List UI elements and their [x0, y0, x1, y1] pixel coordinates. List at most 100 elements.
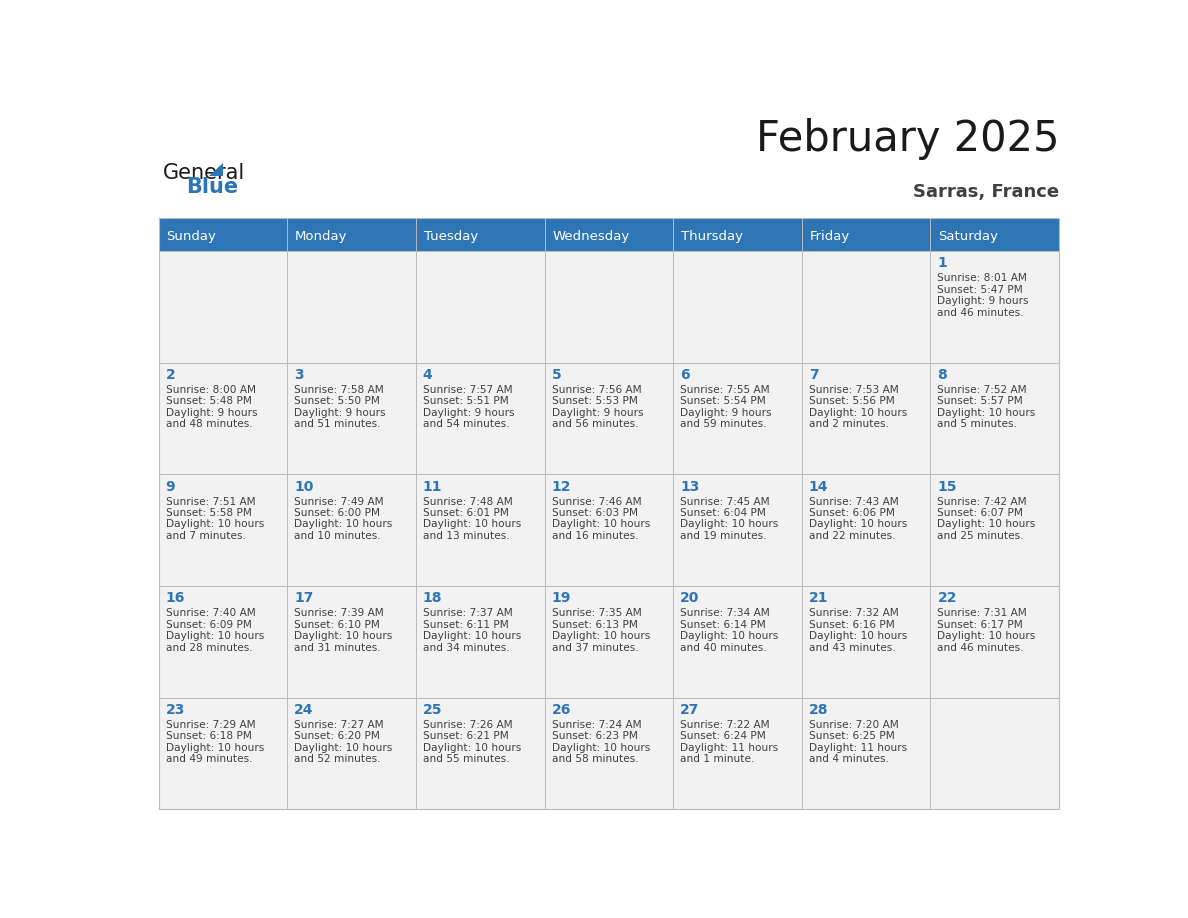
- Text: Sunrise: 7:37 AM: Sunrise: 7:37 AM: [423, 609, 512, 619]
- Text: Sunset: 6:23 PM: Sunset: 6:23 PM: [551, 732, 638, 742]
- Text: and 1 minute.: and 1 minute.: [681, 755, 754, 764]
- Bar: [158, 218, 1060, 810]
- Bar: [158, 222, 287, 251]
- Text: and 40 minutes.: and 40 minutes.: [681, 643, 766, 653]
- Bar: [674, 222, 802, 251]
- Text: and 52 minutes.: and 52 minutes.: [295, 755, 380, 764]
- Bar: [544, 586, 674, 698]
- Text: Sunrise: 7:58 AM: Sunrise: 7:58 AM: [295, 385, 384, 395]
- Bar: [930, 698, 1060, 810]
- Bar: [287, 475, 416, 586]
- Text: Daylight: 10 hours: Daylight: 10 hours: [165, 632, 264, 641]
- Bar: [158, 698, 287, 810]
- Text: Daylight: 10 hours: Daylight: 10 hours: [551, 632, 650, 641]
- Text: and 7 minutes.: and 7 minutes.: [165, 531, 246, 541]
- Text: Sunset: 6:14 PM: Sunset: 6:14 PM: [681, 620, 766, 630]
- Text: Daylight: 10 hours: Daylight: 10 hours: [681, 520, 778, 530]
- Text: and 4 minutes.: and 4 minutes.: [809, 755, 889, 764]
- Bar: [416, 698, 544, 810]
- Text: Daylight: 10 hours: Daylight: 10 hours: [295, 743, 392, 753]
- Text: and 55 minutes.: and 55 minutes.: [423, 755, 510, 764]
- Text: Sunrise: 7:46 AM: Sunrise: 7:46 AM: [551, 497, 642, 507]
- Text: Daylight: 10 hours: Daylight: 10 hours: [937, 632, 1036, 641]
- Bar: [674, 475, 802, 586]
- Text: Daylight: 10 hours: Daylight: 10 hours: [551, 743, 650, 753]
- Text: 9: 9: [165, 480, 175, 494]
- Text: 25: 25: [423, 703, 442, 717]
- Bar: [544, 222, 674, 251]
- Bar: [158, 218, 1060, 222]
- Text: Sunset: 6:00 PM: Sunset: 6:00 PM: [295, 508, 380, 518]
- Text: 2: 2: [165, 368, 176, 382]
- Text: Sunset: 6:20 PM: Sunset: 6:20 PM: [295, 732, 380, 742]
- Text: Daylight: 10 hours: Daylight: 10 hours: [937, 408, 1036, 418]
- Text: Sunset: 6:25 PM: Sunset: 6:25 PM: [809, 732, 895, 742]
- Text: and 46 minutes.: and 46 minutes.: [937, 308, 1024, 318]
- Text: 13: 13: [681, 480, 700, 494]
- Text: and 58 minutes.: and 58 minutes.: [551, 755, 638, 764]
- Text: and 51 minutes.: and 51 minutes.: [295, 420, 380, 430]
- Text: Sunrise: 7:24 AM: Sunrise: 7:24 AM: [551, 720, 642, 730]
- Text: Saturday: Saturday: [939, 230, 998, 243]
- Bar: [674, 698, 802, 810]
- Text: Daylight: 10 hours: Daylight: 10 hours: [551, 520, 650, 530]
- Text: Sunrise: 7:31 AM: Sunrise: 7:31 AM: [937, 609, 1028, 619]
- Text: February 2025: February 2025: [756, 118, 1060, 161]
- Text: 7: 7: [809, 368, 819, 382]
- Text: and 49 minutes.: and 49 minutes.: [165, 755, 252, 764]
- Bar: [674, 586, 802, 698]
- Text: Sunset: 5:58 PM: Sunset: 5:58 PM: [165, 508, 252, 518]
- Text: Sunrise: 7:48 AM: Sunrise: 7:48 AM: [423, 497, 512, 507]
- Text: Blue: Blue: [185, 177, 238, 197]
- Text: Sunset: 5:51 PM: Sunset: 5:51 PM: [423, 397, 508, 407]
- Text: 15: 15: [937, 480, 958, 494]
- Text: Sunset: 6:24 PM: Sunset: 6:24 PM: [681, 732, 766, 742]
- Text: Daylight: 10 hours: Daylight: 10 hours: [423, 743, 522, 753]
- Text: Thursday: Thursday: [681, 230, 742, 243]
- Bar: [544, 363, 674, 475]
- Bar: [802, 475, 930, 586]
- Text: 19: 19: [551, 591, 571, 605]
- Text: and 13 minutes.: and 13 minutes.: [423, 531, 510, 541]
- Text: and 22 minutes.: and 22 minutes.: [809, 531, 896, 541]
- Text: Sunrise: 7:42 AM: Sunrise: 7:42 AM: [937, 497, 1028, 507]
- Text: and 19 minutes.: and 19 minutes.: [681, 531, 766, 541]
- Text: and 2 minutes.: and 2 minutes.: [809, 420, 889, 430]
- Bar: [158, 251, 287, 363]
- Bar: [930, 586, 1060, 698]
- Text: 8: 8: [937, 368, 947, 382]
- Text: Sunset: 5:48 PM: Sunset: 5:48 PM: [165, 397, 252, 407]
- Bar: [287, 222, 416, 251]
- Text: and 28 minutes.: and 28 minutes.: [165, 643, 252, 653]
- Text: Daylight: 10 hours: Daylight: 10 hours: [295, 520, 392, 530]
- Bar: [802, 251, 930, 363]
- Text: Daylight: 10 hours: Daylight: 10 hours: [423, 520, 522, 530]
- Text: Sunrise: 7:39 AM: Sunrise: 7:39 AM: [295, 609, 384, 619]
- Text: Sunset: 6:03 PM: Sunset: 6:03 PM: [551, 508, 638, 518]
- Text: Sunrise: 7:32 AM: Sunrise: 7:32 AM: [809, 609, 898, 619]
- Text: Wednesday: Wednesday: [552, 230, 630, 243]
- Text: Daylight: 9 hours: Daylight: 9 hours: [551, 408, 643, 418]
- Text: 18: 18: [423, 591, 442, 605]
- Text: Sunset: 6:09 PM: Sunset: 6:09 PM: [165, 620, 252, 630]
- Text: Sunset: 5:47 PM: Sunset: 5:47 PM: [937, 285, 1023, 295]
- Text: Daylight: 9 hours: Daylight: 9 hours: [937, 297, 1029, 307]
- Text: 11: 11: [423, 480, 442, 494]
- Bar: [287, 251, 416, 363]
- Bar: [416, 251, 544, 363]
- Text: 20: 20: [681, 591, 700, 605]
- Bar: [674, 251, 802, 363]
- Text: Sunset: 6:01 PM: Sunset: 6:01 PM: [423, 508, 508, 518]
- Text: and 46 minutes.: and 46 minutes.: [937, 643, 1024, 653]
- Text: 14: 14: [809, 480, 828, 494]
- Bar: [158, 586, 287, 698]
- Text: Sunrise: 7:40 AM: Sunrise: 7:40 AM: [165, 609, 255, 619]
- Bar: [416, 586, 544, 698]
- Text: Sunrise: 7:49 AM: Sunrise: 7:49 AM: [295, 497, 384, 507]
- Text: Daylight: 9 hours: Daylight: 9 hours: [165, 408, 257, 418]
- Text: Daylight: 10 hours: Daylight: 10 hours: [165, 743, 264, 753]
- Bar: [802, 363, 930, 475]
- Bar: [544, 251, 674, 363]
- Text: Monday: Monday: [295, 230, 347, 243]
- Text: Sunrise: 7:27 AM: Sunrise: 7:27 AM: [295, 720, 384, 730]
